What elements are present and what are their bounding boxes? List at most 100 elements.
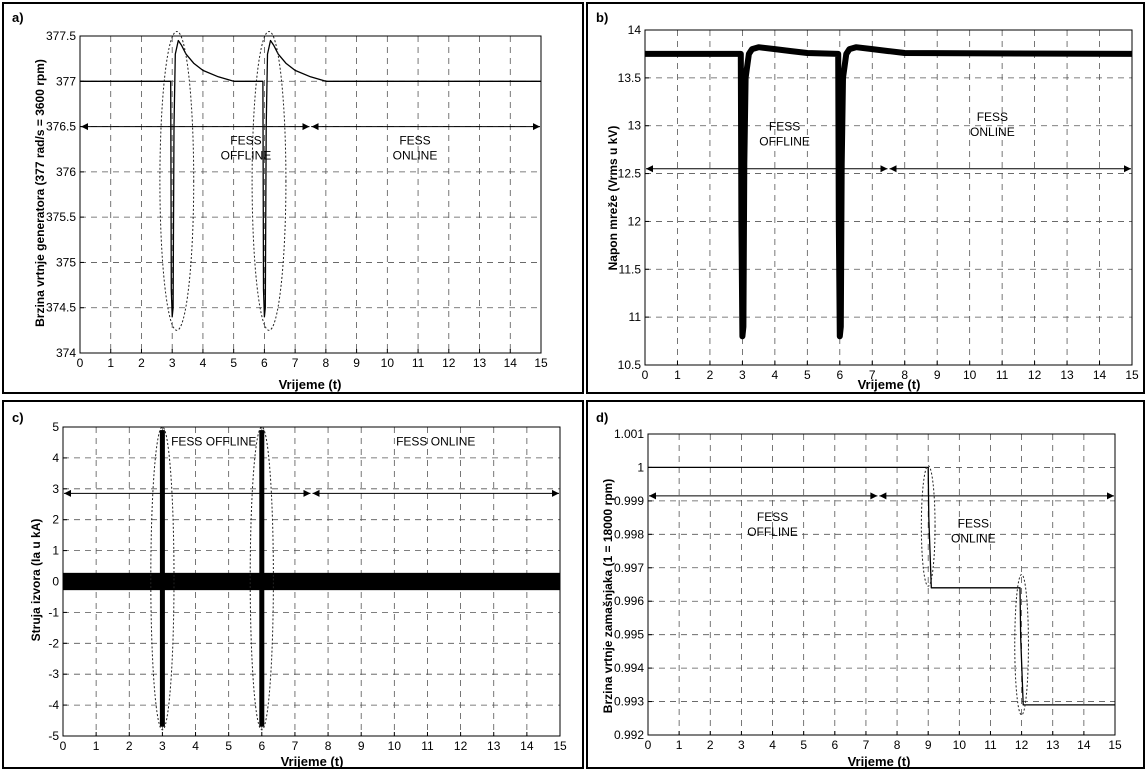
annotation-label: FESS OFFLINE bbox=[759, 120, 810, 149]
panel-label: b) bbox=[596, 10, 608, 25]
annotation-label: FESS OFFLINE bbox=[171, 435, 256, 449]
y-tick-label: 12.5 bbox=[618, 167, 642, 181]
x-tick-label: 5 bbox=[800, 738, 807, 752]
y-axis-label: Brzina vrtnje generatora (377 rad/s = 36… bbox=[33, 59, 47, 327]
annotation-line: ONLINE bbox=[970, 125, 1015, 139]
transient-spike bbox=[259, 430, 265, 727]
arrow-head bbox=[889, 165, 897, 173]
y-tick-label: -1 bbox=[48, 605, 59, 619]
x-tick-label: 5 bbox=[804, 368, 811, 382]
x-tick-label: 2 bbox=[126, 739, 133, 753]
annotation-line: ONLINE bbox=[393, 149, 438, 163]
arrow-head bbox=[312, 489, 320, 497]
x-tick-label: 8 bbox=[323, 356, 330, 370]
annotation-line: FESS ONLINE bbox=[396, 435, 475, 449]
annotation-line: FESS bbox=[230, 134, 261, 148]
panel-frame bbox=[2, 2, 584, 394]
x-tick-label: 0 bbox=[60, 739, 67, 753]
arrow-head bbox=[81, 123, 88, 131]
y-tick-label: 10.5 bbox=[618, 358, 642, 372]
y-tick-label: 3 bbox=[52, 482, 59, 496]
x-tick-label: 9 bbox=[934, 368, 941, 382]
x-tick-label: 10 bbox=[963, 368, 977, 382]
y-tick-label: 375.5 bbox=[46, 210, 76, 224]
x-tick-label: 8 bbox=[901, 368, 908, 382]
x-tick-label: 14 bbox=[504, 356, 518, 370]
x-tick-label: 14 bbox=[1093, 368, 1107, 382]
x-tick-label: 3 bbox=[169, 356, 176, 370]
panel-frame bbox=[2, 400, 584, 769]
plot-background bbox=[648, 434, 1115, 735]
x-tick-label: 4 bbox=[772, 368, 779, 382]
x-tick-label: 2 bbox=[707, 738, 714, 752]
y-tick-label: 13 bbox=[628, 119, 642, 133]
highlight-ellipse bbox=[920, 465, 936, 587]
x-tick-label: 12 bbox=[442, 356, 456, 370]
x-tick-label: 2 bbox=[138, 356, 145, 370]
plot-area: 0 1 2 3 4 5 6 7 8 9 10 11 12 13 14 15374374.5375375.537… bbox=[46, 29, 548, 370]
highlight-ellipse bbox=[1014, 573, 1029, 716]
x-tick-label: 15 bbox=[534, 356, 548, 370]
annotation-label: FESS OFFLINE bbox=[747, 510, 798, 539]
y-tick-label: 1.001 bbox=[614, 427, 644, 441]
highlight-ellipse bbox=[249, 426, 274, 731]
x-tick-label: 11 bbox=[984, 738, 997, 752]
y-axis-label: Brzina vrtnje zamašnjaka (1 = 18000 rpm) bbox=[601, 479, 615, 713]
x-tick-label: 14 bbox=[1077, 738, 1091, 752]
x-tick-label: 10 bbox=[953, 738, 967, 752]
y-tick-label: -2 bbox=[48, 636, 59, 650]
x-tick-label: 5 bbox=[230, 356, 237, 370]
panel-frame bbox=[586, 2, 1145, 394]
x-tick-label: 12 bbox=[454, 739, 468, 753]
series-line bbox=[80, 39, 541, 318]
x-tick-label: 7 bbox=[863, 738, 870, 752]
y-tick-label: 1 bbox=[52, 544, 59, 558]
y-tick-label: -4 bbox=[48, 698, 59, 712]
axes-frame bbox=[79, 35, 542, 354]
x-tick-label: 10 bbox=[388, 739, 402, 753]
annotation-line: FESS bbox=[769, 120, 800, 134]
x-axis-label: Vrijeme (t) bbox=[279, 377, 342, 392]
x-tick-label: 15 bbox=[553, 739, 567, 753]
annotation-label: FESS OFFLINE bbox=[221, 134, 272, 163]
y-tick-label: 0 bbox=[52, 575, 59, 589]
y-tick-label: 11.5 bbox=[619, 262, 642, 276]
arrow-head bbox=[552, 489, 559, 497]
arrow-head bbox=[870, 492, 878, 500]
arrow-head bbox=[646, 165, 653, 173]
x-tick-label: 3 bbox=[738, 738, 745, 752]
y-tick-label: 0.993 bbox=[614, 695, 644, 709]
x-tick-label: 0 bbox=[645, 738, 652, 752]
x-tick-label: 1 bbox=[676, 738, 683, 752]
y-tick-label: 377 bbox=[56, 74, 76, 88]
x-tick-label: 4 bbox=[192, 739, 199, 753]
series-line bbox=[648, 466, 1115, 706]
annotation-line: FESS bbox=[399, 134, 430, 148]
x-tick-label: 13 bbox=[487, 739, 501, 753]
panel-label: a) bbox=[12, 10, 24, 25]
axes-frame bbox=[647, 433, 1116, 736]
y-tick-label: 374.5 bbox=[46, 301, 76, 315]
y-tick-label: 2 bbox=[52, 513, 59, 527]
x-tick-label: 11 bbox=[421, 739, 434, 753]
y-tick-label: 0.994 bbox=[614, 661, 644, 675]
y-tick-label: 0.997 bbox=[614, 561, 644, 575]
panel-frame bbox=[586, 400, 1145, 769]
x-tick-label: 1 bbox=[107, 356, 114, 370]
y-tick-label: 375 bbox=[56, 255, 76, 269]
y-tick-label: 14 bbox=[628, 23, 642, 37]
arrow-head bbox=[311, 123, 319, 131]
annotation-line: FESS bbox=[757, 510, 788, 524]
panel-c: c) Struja izvora (Ia u kA) Vrijeme (t) 0… bbox=[2, 400, 584, 769]
axes-frame bbox=[62, 426, 561, 737]
x-tick-label: 10 bbox=[381, 356, 395, 370]
panel-label: c) bbox=[12, 410, 24, 425]
x-tick-label: 4 bbox=[200, 356, 207, 370]
x-tick-label: 7 bbox=[869, 368, 876, 382]
x-tick-label: 12 bbox=[1015, 738, 1029, 752]
arrow-head bbox=[303, 489, 311, 497]
x-tick-label: 12 bbox=[1028, 368, 1042, 382]
y-tick-label: 377.5 bbox=[46, 29, 76, 43]
annotation-label: FESS ONLINE bbox=[396, 435, 475, 449]
y-tick-label: 376 bbox=[56, 165, 76, 179]
